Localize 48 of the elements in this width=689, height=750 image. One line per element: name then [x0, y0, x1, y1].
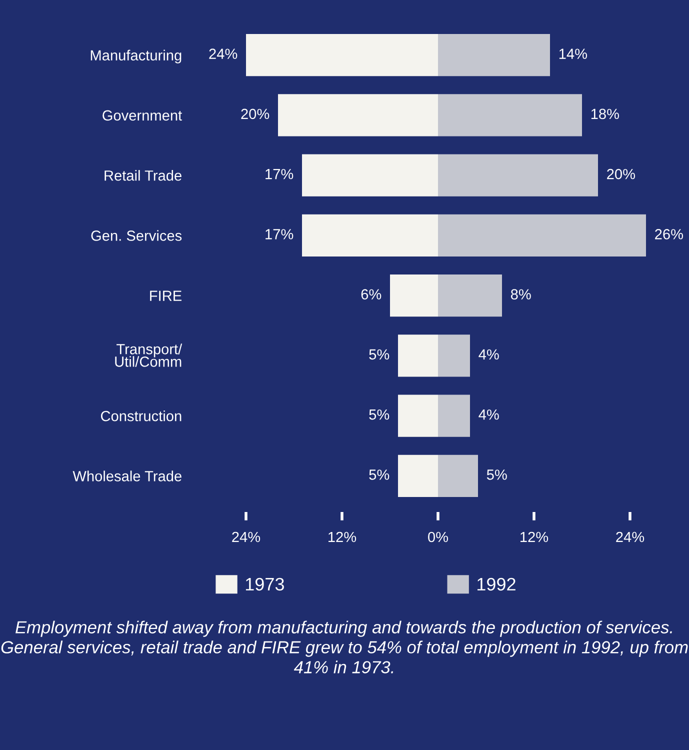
bar: [302, 154, 438, 196]
bar: [278, 94, 438, 136]
bar: [438, 274, 502, 317]
bar: [398, 394, 438, 437]
bar: [438, 154, 598, 196]
data-label: 6%: [361, 289, 382, 300]
data-label: 4%: [478, 349, 499, 360]
data-label: 24%: [209, 48, 238, 59]
data-label: 17%: [266, 229, 294, 240]
x-tick-label: 24%: [616, 532, 644, 542]
data-label: 5%: [369, 349, 390, 360]
data-label: 20%: [241, 108, 270, 120]
data-label: 5%: [369, 470, 390, 480]
data-label: 14%: [559, 48, 588, 59]
bar: [398, 454, 438, 497]
legend-label: 1973: [246, 578, 284, 591]
bar: [390, 274, 438, 317]
text: Employment shifted away from manufacturing and towards the production of services. General services, retail trade and FIRE grew to 54% of total employment in 1992, up from 41% in 1973.: [1, 620, 688, 674]
data-label: 8%: [510, 289, 531, 300]
x-tick-label: 0%: [428, 532, 448, 542]
x-tick-label: 12%: [328, 532, 356, 542]
x-tick-label: 24%: [232, 532, 260, 542]
y-tick-label: Wholesale Trade: [72, 470, 182, 482]
y-tick-label: Manufacturing: [90, 50, 182, 64]
data-label: 17%: [266, 168, 294, 180]
y-tick-label: Construction: [100, 410, 182, 422]
data-label: 4%: [478, 409, 499, 420]
y-tick-label: Gen. Services: [91, 230, 182, 241]
y-tick-label: Government: [102, 110, 182, 121]
data-label: 18%: [591, 108, 620, 120]
legend-label: 1992: [478, 578, 516, 591]
bar: [438, 94, 582, 136]
y-tick-label: FIRE: [150, 290, 182, 301]
bar: [438, 214, 646, 256]
data-label: 26%: [655, 229, 684, 240]
bar: [438, 394, 470, 437]
bar: [438, 334, 470, 377]
data-label: 5%: [486, 470, 507, 480]
bar: [302, 214, 438, 256]
bar: [438, 34, 550, 76]
y-tick-label: Retail Trade: [104, 170, 182, 181]
data-label: 20%: [607, 168, 636, 180]
bar: [398, 334, 438, 377]
data-label: 5%: [369, 409, 390, 420]
bar: [438, 454, 478, 497]
y-tick-label: Transport/ Util/Comm: [115, 344, 182, 367]
bar: [246, 34, 438, 76]
x-tick-label: 12%: [520, 532, 548, 542]
